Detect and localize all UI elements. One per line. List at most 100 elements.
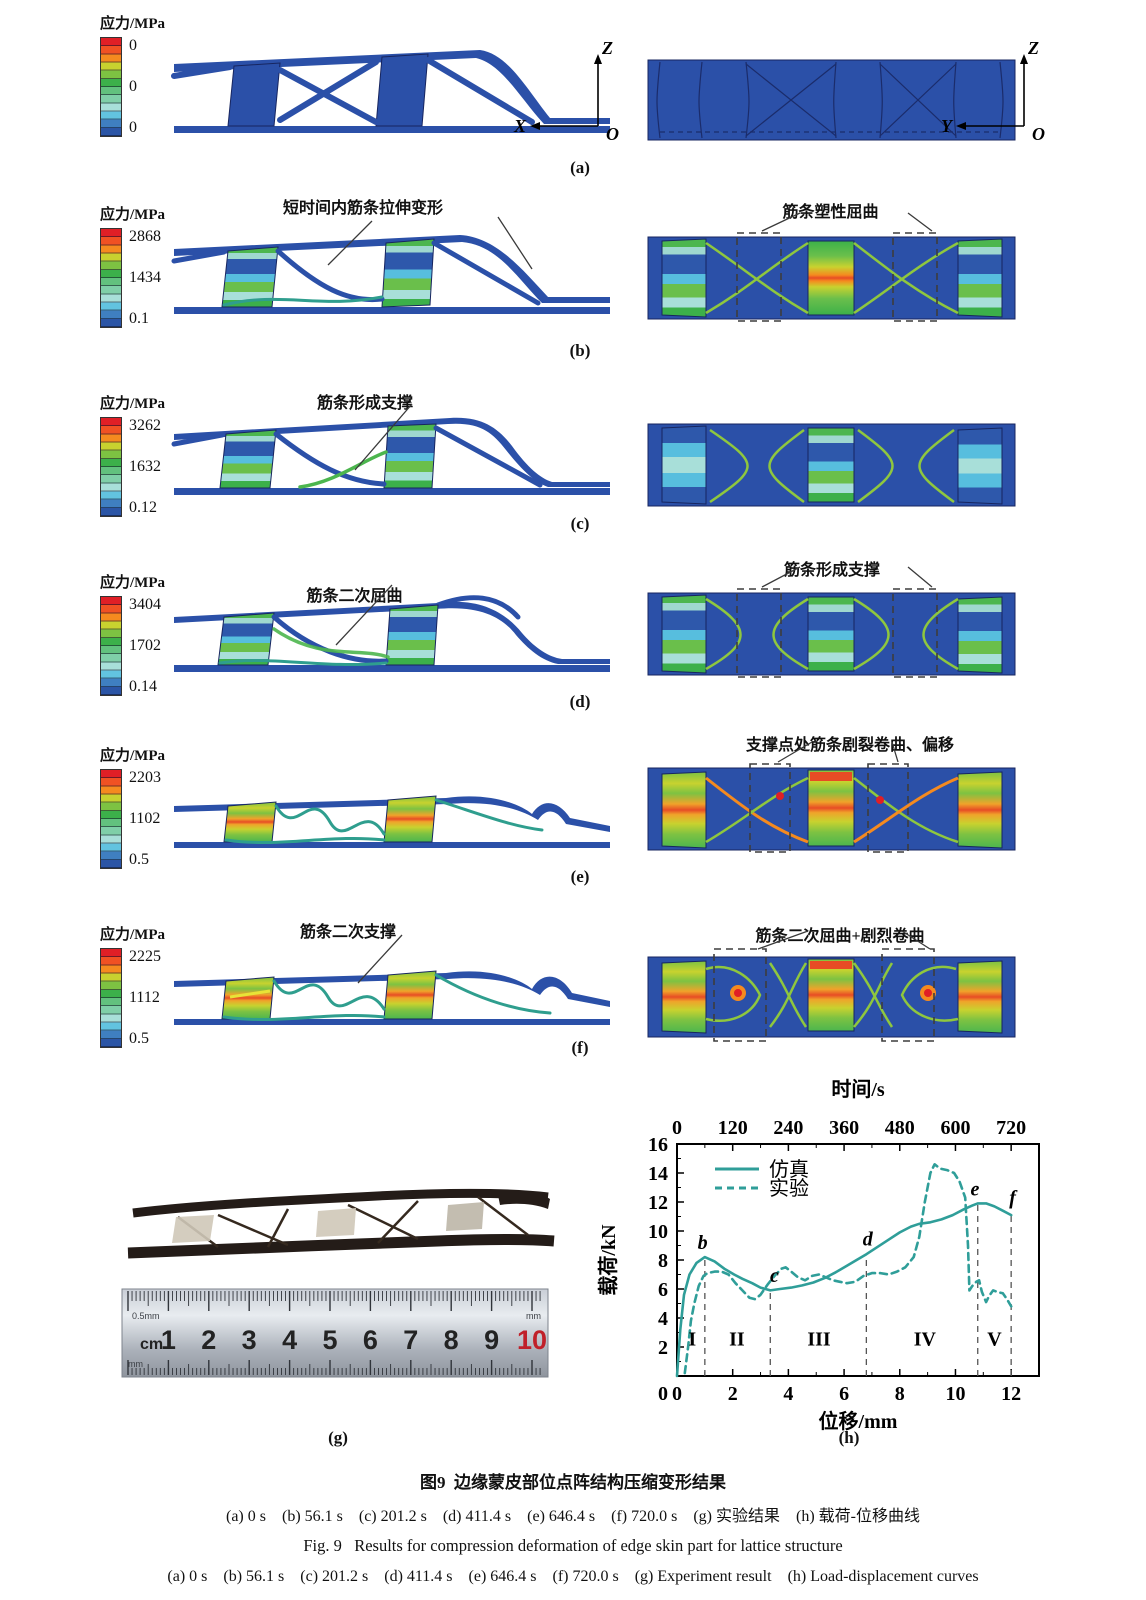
x-tick-label: 12 bbox=[1001, 1383, 1021, 1405]
ruler-mm-label-top: mm bbox=[526, 1311, 541, 1321]
point-label: b bbox=[698, 1232, 708, 1254]
annotation-secondary-support: 筋条二次支撑 bbox=[299, 924, 396, 941]
point-label: e bbox=[971, 1178, 980, 1200]
fea-front-view-a bbox=[647, 59, 1016, 141]
ruler-halfmm-label: 0.5mm bbox=[132, 1311, 160, 1321]
colorbar-gradient bbox=[100, 769, 122, 869]
series-仿真 bbox=[675, 1202, 1013, 1378]
caption-cn-sublabels: (a) 0 s (b) 56.1 s (c) 201.2 s (d) 411.4… bbox=[226, 1508, 920, 1525]
stress-colorbar-d: 应力/MPa 3404 1702 0.14 bbox=[100, 571, 220, 696]
specimen-drawing bbox=[127, 1188, 555, 1259]
ruler-cm-label: cm bbox=[140, 1336, 163, 1353]
load-displacement-chart: 0 2 4 6 8 10 12 2 4 6 8 10 12 14 16 0 0 120 240 360 480 600 72… bbox=[591, 1070, 1107, 1438]
stress-colorbar-e: 应力/MPa 2203 1102 0.5 bbox=[100, 744, 220, 869]
legend-label: 仿真 bbox=[769, 1158, 809, 1181]
region-label: IV bbox=[914, 1329, 937, 1351]
colorbar-title: 应力/MPa bbox=[100, 575, 165, 591]
fea-row-f: 应力/MPa 2225 1112 0.5 筋条二次支撑 筋条二次屈曲+剧烈卷曲 bbox=[0, 893, 1146, 1070]
x-tick-label: 10 bbox=[945, 1383, 965, 1405]
x-tick-label: 0 bbox=[672, 1383, 682, 1405]
top-tick-label: 480 bbox=[885, 1117, 915, 1139]
ruler-number: 6 bbox=[363, 1325, 378, 1355]
x-tick-label: 6 bbox=[839, 1383, 849, 1405]
y-tick-label: 14 bbox=[648, 1163, 668, 1185]
region-label: II bbox=[729, 1329, 745, 1351]
fea-row-c: 应力/MPa 3262 1632 0.12 筋条形成支撑 (c) bbox=[0, 368, 1146, 545]
colorbar-labels: 2203 1102 0.5 bbox=[129, 769, 161, 869]
colorbar-gradient bbox=[100, 228, 122, 328]
fea-front-view-f bbox=[647, 930, 1016, 1042]
colorbar-gradient bbox=[100, 596, 122, 696]
axis-indicator-xz: Z X O bbox=[513, 40, 619, 144]
ruler-number: 4 bbox=[282, 1325, 297, 1355]
x-tick-label: 2 bbox=[728, 1383, 738, 1405]
panel-label-f: (f) bbox=[571, 1038, 589, 1057]
point-label: c bbox=[770, 1265, 779, 1287]
fea-front-view-b bbox=[647, 212, 1016, 322]
fea-front-view-d bbox=[647, 566, 1016, 678]
x-tick-label: 8 bbox=[895, 1383, 905, 1405]
point-label: f bbox=[1009, 1187, 1018, 1209]
panel-label-d: (d) bbox=[569, 692, 591, 711]
colorbar-gradient bbox=[100, 417, 122, 517]
region-label: V bbox=[987, 1329, 1002, 1351]
ruler-number: 9 bbox=[484, 1325, 499, 1355]
colorbar-title: 应力/MPa bbox=[100, 748, 165, 764]
colorbar-min: 0.1 bbox=[129, 310, 149, 327]
fea-side-view-b bbox=[171, 216, 610, 314]
fea-row-e: 应力/MPa 2203 1102 0.5 支撑点处筋条剧裂卷曲、偏移 bbox=[0, 718, 1146, 893]
top-tick-label: 120 bbox=[718, 1117, 748, 1139]
colorbar-max: 2868 bbox=[129, 228, 161, 245]
colorbar-labels: 2868 1434 0.1 bbox=[129, 228, 161, 328]
colorbar-title: 应力/MPa bbox=[100, 396, 165, 412]
y-tick-label: 10 bbox=[648, 1221, 668, 1243]
colorbar-max: 0 bbox=[129, 37, 137, 54]
axis-z-label: Z bbox=[601, 40, 613, 58]
axis-origin-label: O bbox=[1032, 124, 1045, 144]
stress-colorbar-f: 应力/MPa 2225 1112 0.5 bbox=[100, 923, 220, 1048]
colorbar-max: 2225 bbox=[129, 948, 161, 965]
annotation-rib-tension: 短时间内筋条拉伸变形 bbox=[282, 200, 443, 217]
y-tick-label: 2 bbox=[658, 1337, 668, 1359]
ruler-number: 5 bbox=[322, 1325, 337, 1355]
ruler-body bbox=[121, 1288, 549, 1378]
annotation-secondary-buckling: 筋条二次屈曲 bbox=[306, 588, 403, 605]
y-tick-label: 6 bbox=[658, 1279, 668, 1301]
origin-label: 0 bbox=[658, 1383, 668, 1405]
point-label: d bbox=[863, 1229, 874, 1251]
fea-front-view-c bbox=[647, 423, 1016, 507]
stress-colorbar-c: 应力/MPa 3262 1632 0.12 bbox=[100, 392, 220, 517]
colorbar-max: 2203 bbox=[129, 769, 161, 786]
annotation-rib-support: 筋条形成支撑 bbox=[316, 395, 413, 412]
y-tick-label: 8 bbox=[658, 1250, 668, 1272]
annotation-plastic-buckling: 筋条塑性屈曲 bbox=[782, 204, 879, 221]
panel-label-a: (a) bbox=[570, 158, 590, 177]
x-axis-title: 位移/mm bbox=[819, 1409, 898, 1433]
y-axis-title: 载荷/kN bbox=[596, 1224, 620, 1296]
ruler-number: 8 bbox=[444, 1325, 459, 1355]
top-tick-label: 0 bbox=[672, 1117, 682, 1139]
top-tick-label: 360 bbox=[829, 1117, 859, 1139]
colorbar-gradient bbox=[100, 948, 122, 1048]
fea-side-view-a bbox=[171, 50, 610, 133]
colorbar-max: 3404 bbox=[129, 596, 161, 613]
colorbar-min: 0 bbox=[129, 119, 137, 136]
y-tick-label: 12 bbox=[648, 1192, 668, 1214]
fea-row-b: 应力/MPa 2868 1434 0.1 短时间内筋条拉伸变形 筋条塑性屈曲 bbox=[0, 193, 1146, 368]
fea-side-view-f bbox=[174, 934, 610, 1025]
colorbar-mid: 1434 bbox=[129, 269, 161, 286]
colorbar-gradient bbox=[100, 37, 122, 137]
stress-colorbar-a: 应力/MPa 0 0 0 bbox=[100, 12, 220, 137]
x-tick-label: 4 bbox=[783, 1383, 793, 1405]
colorbar-title: 应力/MPa bbox=[100, 207, 165, 223]
colorbar-title: 应力/MPa bbox=[100, 16, 165, 32]
annotation-rib-support-2: 筋条形成支撑 bbox=[783, 562, 880, 579]
axis-y-label: Y bbox=[941, 116, 954, 136]
top-tick-label: 720 bbox=[996, 1117, 1026, 1139]
colorbar-min: 0.14 bbox=[129, 678, 157, 695]
panel-label-b: (b) bbox=[569, 341, 591, 360]
fea-side-view-d bbox=[174, 584, 610, 672]
top-tick-label: 240 bbox=[773, 1117, 803, 1139]
colorbar-min: 0.5 bbox=[129, 851, 149, 868]
